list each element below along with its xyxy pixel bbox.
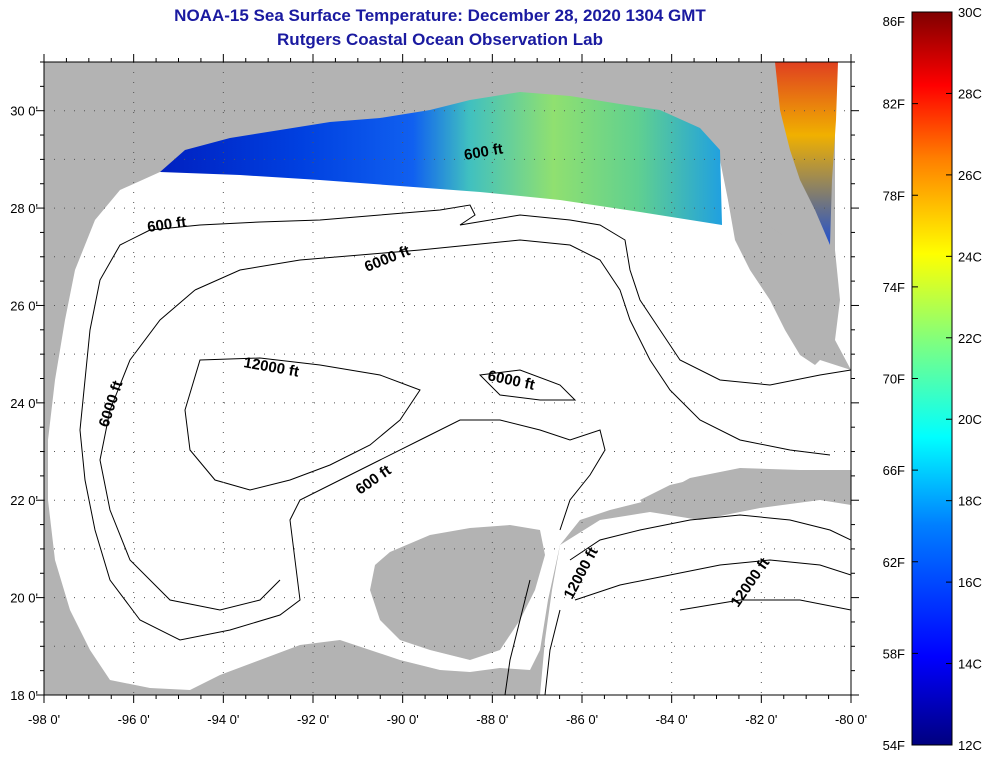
map-title: NOAA-15 Sea Surface Temperature: Decembe… [174,6,706,25]
lat-label: 30 0' [10,104,38,119]
colorbar-c-label: 24C [958,249,982,264]
colorbar-c-label: 28C [958,86,982,101]
lat-label: 18 0' [10,688,38,703]
florida-peninsula [728,200,835,365]
lat-label: 20 0' [10,591,38,606]
lat-label: 22 0' [10,493,38,508]
colorbar [911,11,953,746]
lon-label: -86 0' [566,712,598,727]
colorbar-fahrenheit-labels: 86F 82F 78F 74F 70F 66F 62F 58F 54F [883,11,918,753]
colorbar-f-label: 78F [883,188,905,203]
gulf-water [48,112,851,690]
lat-label: 28 0' [10,201,38,216]
yucatan-peninsula [370,525,545,660]
lon-label: -80 0' [835,712,867,727]
lon-label: -82 0' [745,712,777,727]
colorbar-f-label: 70F [883,372,905,387]
longitude-labels: -98 0' -96 0' -94 0' -92 0' -90 0' -88 0' -86 … [28,712,867,727]
colorbar-f-label: 62F [883,555,905,570]
lon-label: -98 0' [28,712,60,727]
colorbar-c-label: 20C [958,412,982,427]
lon-label: -96 0' [118,712,150,727]
colorbar-c-label: 16C [958,575,982,590]
colorbar-c-label: 18C [958,494,982,509]
colorbar-f-label: 54F [883,738,905,753]
map-subtitle: Rutgers Coastal Ocean Observation Lab [277,30,603,49]
contour-label-600ft-west: 600 ft [146,214,187,236]
colorbar-c-label: 14C [958,657,982,672]
lon-label: -84 0' [656,712,688,727]
colorbar-f-label: 82F [883,97,905,112]
lon-label: -92 0' [297,712,329,727]
colorbar-f-label: 74F [883,280,905,295]
lat-label: 24 0' [10,396,38,411]
colorbar-c-label: 12C [958,738,982,753]
caribbean-water [540,500,851,695]
bathymetry-contours [79,204,851,695]
colorbar-c-label: 26C [958,168,982,183]
sst-atlantic-strip [775,62,838,245]
lat-label: 26 0' [10,298,38,313]
lon-label: -90 0' [387,712,419,727]
colorbar-c-label: 30C [958,5,982,20]
lon-label: -88 0' [476,712,508,727]
atlantic-water [835,62,851,370]
colorbar-f-label: 58F [883,646,905,661]
colorbar-f-label: 86F [883,14,905,29]
colorbar-c-label: 22C [958,331,982,346]
contour-label-600ft-north: 600 ft [463,140,505,164]
lon-label: -94 0' [207,712,239,727]
colorbar-f-label: 66F [883,463,905,478]
axis-ticks [36,54,859,703]
cuba-island [640,470,830,518]
colorbar-celsius-labels: 30C 28C 26C 24C 22C 20C 18C 16C 14C 12C [946,5,982,753]
sst-swath [160,92,722,225]
latitude-labels: 30 0' 28 0' 26 0' 24 0' 22 0' 20 0' 18 0' [10,104,38,703]
